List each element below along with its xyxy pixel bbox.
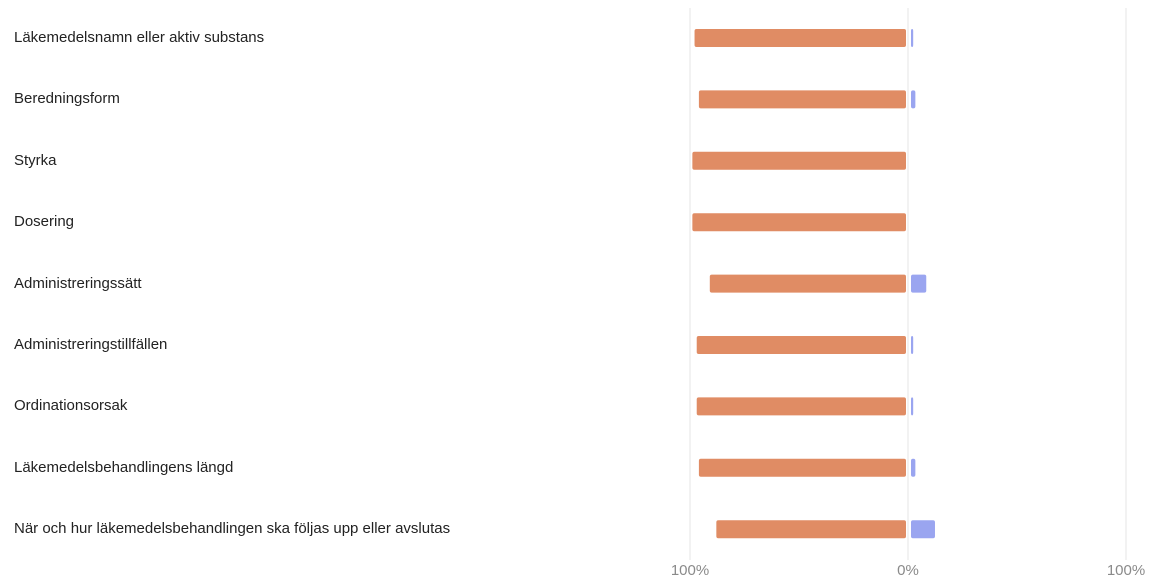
- bar-right-0: [911, 29, 914, 47]
- bar-left-6: [696, 397, 906, 416]
- bar-left-5: [696, 336, 906, 354]
- bar-right-7: [911, 458, 916, 477]
- bar-left-3: [692, 213, 906, 232]
- x-tick-label: 100%: [670, 562, 710, 579]
- category-label: När och hur läkemedelsbehandlingen ska f…: [14, 520, 451, 538]
- category-label: Beredningsform: [14, 90, 120, 108]
- bar-left-8: [716, 520, 906, 539]
- category-label: Administreringssätt: [14, 274, 142, 292]
- bar-right-8: [911, 520, 935, 539]
- bar-left-7: [698, 458, 906, 477]
- bar-right-5: [911, 336, 914, 354]
- x-tick-label: 100%: [1106, 562, 1146, 579]
- category-label: Dosering: [14, 213, 75, 231]
- bar-right-1: [911, 90, 916, 109]
- category-label: Styrka: [14, 151, 57, 169]
- bar-right-6: [911, 397, 914, 416]
- x-tick-label: 0%: [897, 562, 919, 579]
- bar-left-4: [709, 274, 906, 293]
- bar-left-2: [692, 151, 906, 170]
- bar-left-1: [698, 90, 906, 109]
- category-label: Ordinationsorsak: [14, 397, 128, 415]
- bar-left-0: [694, 29, 906, 47]
- category-label: Läkemedelsnamn eller aktiv substans: [14, 29, 265, 46]
- category-label: Läkemedelsbehandlingens längd: [14, 458, 234, 476]
- category-label: Administreringstillfällen: [14, 336, 168, 353]
- bar-right-4: [911, 274, 927, 293]
